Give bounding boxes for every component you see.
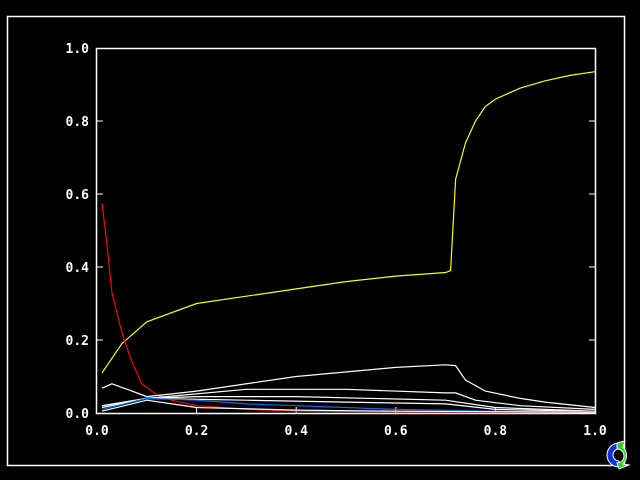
y-tick-label: 0.4 xyxy=(66,261,90,276)
series-line-1 xyxy=(101,203,595,413)
x-tick-label: 0.4 xyxy=(284,424,308,439)
x-tick-label: 0.8 xyxy=(484,424,508,439)
x-tick-label: 0.6 xyxy=(384,424,408,439)
refresh-arrows-icon[interactable] xyxy=(606,440,631,470)
series-line-6 xyxy=(101,397,596,413)
x-tick-label: 1.0 xyxy=(583,424,607,439)
x-tick-label: 0.2 xyxy=(185,424,208,439)
y-tick-label: 0.0 xyxy=(66,407,90,422)
series-line-3 xyxy=(101,388,596,410)
y-tick-label: 0.6 xyxy=(66,188,90,203)
y-tick-label: 1.0 xyxy=(66,42,90,57)
series-line-0 xyxy=(101,71,596,374)
plot-area xyxy=(95,47,597,415)
y-tick-label: 0.8 xyxy=(66,115,90,130)
x-tick-label: 0.0 xyxy=(85,424,109,439)
series-line-7 xyxy=(101,399,596,413)
y-tick-label: 0.2 xyxy=(66,334,89,349)
outer-frame xyxy=(6,15,626,467)
series-line-2 xyxy=(101,364,596,409)
